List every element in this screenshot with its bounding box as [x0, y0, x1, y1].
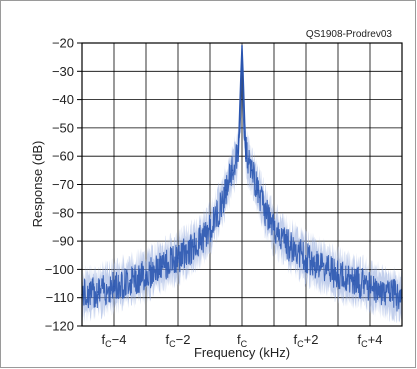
- data-point: [161, 265, 163, 268]
- y-tick-label: −100: [45, 262, 74, 277]
- data-point: [242, 127, 245, 129]
- x-tick-label: fC+2: [294, 332, 319, 349]
- data-point: [289, 245, 291, 248]
- data-point: [193, 245, 195, 248]
- y-axis-title: Response (dB): [30, 141, 45, 228]
- y-tick-label: −60: [52, 149, 74, 164]
- data-point: [385, 291, 387, 293]
- series-layer: [81, 43, 403, 323]
- data-point: [97, 291, 99, 293]
- data-point: [321, 265, 323, 268]
- plot-frame: [81, 42, 403, 327]
- x-tick-label: fC−4: [102, 332, 127, 349]
- series-noise-band: [82, 43, 402, 323]
- y-tick-label: −50: [52, 120, 74, 135]
- y-tick-label: −120: [45, 319, 74, 334]
- data-point: [273, 228, 275, 231]
- x-tick-label: fC−2: [166, 332, 191, 349]
- data-point: [225, 189, 227, 191]
- data-point: [129, 279, 131, 282]
- y-tick-label: −110: [46, 290, 74, 305]
- y-tick-label: −20: [52, 36, 74, 51]
- data-point: [209, 228, 211, 231]
- data-point: [353, 279, 355, 282]
- y-tick-label: −70: [52, 177, 74, 192]
- y-tick-label: −40: [52, 92, 74, 107]
- x-tick-labels: fC−4 fC−2 fC fC+2 fC+4: [102, 332, 383, 349]
- data-point: [250, 169, 253, 172]
- y-tick-labels: −20 −30 −40 −50 −60 −70 −80 −90 −100 −110 −120: [45, 36, 74, 334]
- x-tick-label: fC+4: [358, 332, 383, 349]
- data-point: [337, 274, 339, 276]
- data-point: [113, 285, 115, 288]
- data-point: [231, 169, 234, 172]
- x-axis-title: Frequency (kHz): [194, 345, 290, 360]
- data-point: [265, 212, 267, 214]
- y-tick-label: −90: [52, 234, 74, 249]
- data-point: [177, 257, 179, 259]
- y-tick-label: −30: [52, 64, 74, 79]
- data-point: [217, 212, 219, 214]
- x-tick-label: fC: [237, 332, 248, 349]
- data-point: [305, 257, 307, 259]
- data-point: [239, 127, 242, 129]
- data-point: [145, 274, 147, 276]
- carrier-peak: [237, 45, 247, 162]
- data-point: [369, 285, 371, 288]
- data-point: [257, 189, 259, 191]
- figure-id-label: QS1908-Prodrev03: [306, 29, 393, 40]
- y-tick-label: −80: [52, 205, 74, 220]
